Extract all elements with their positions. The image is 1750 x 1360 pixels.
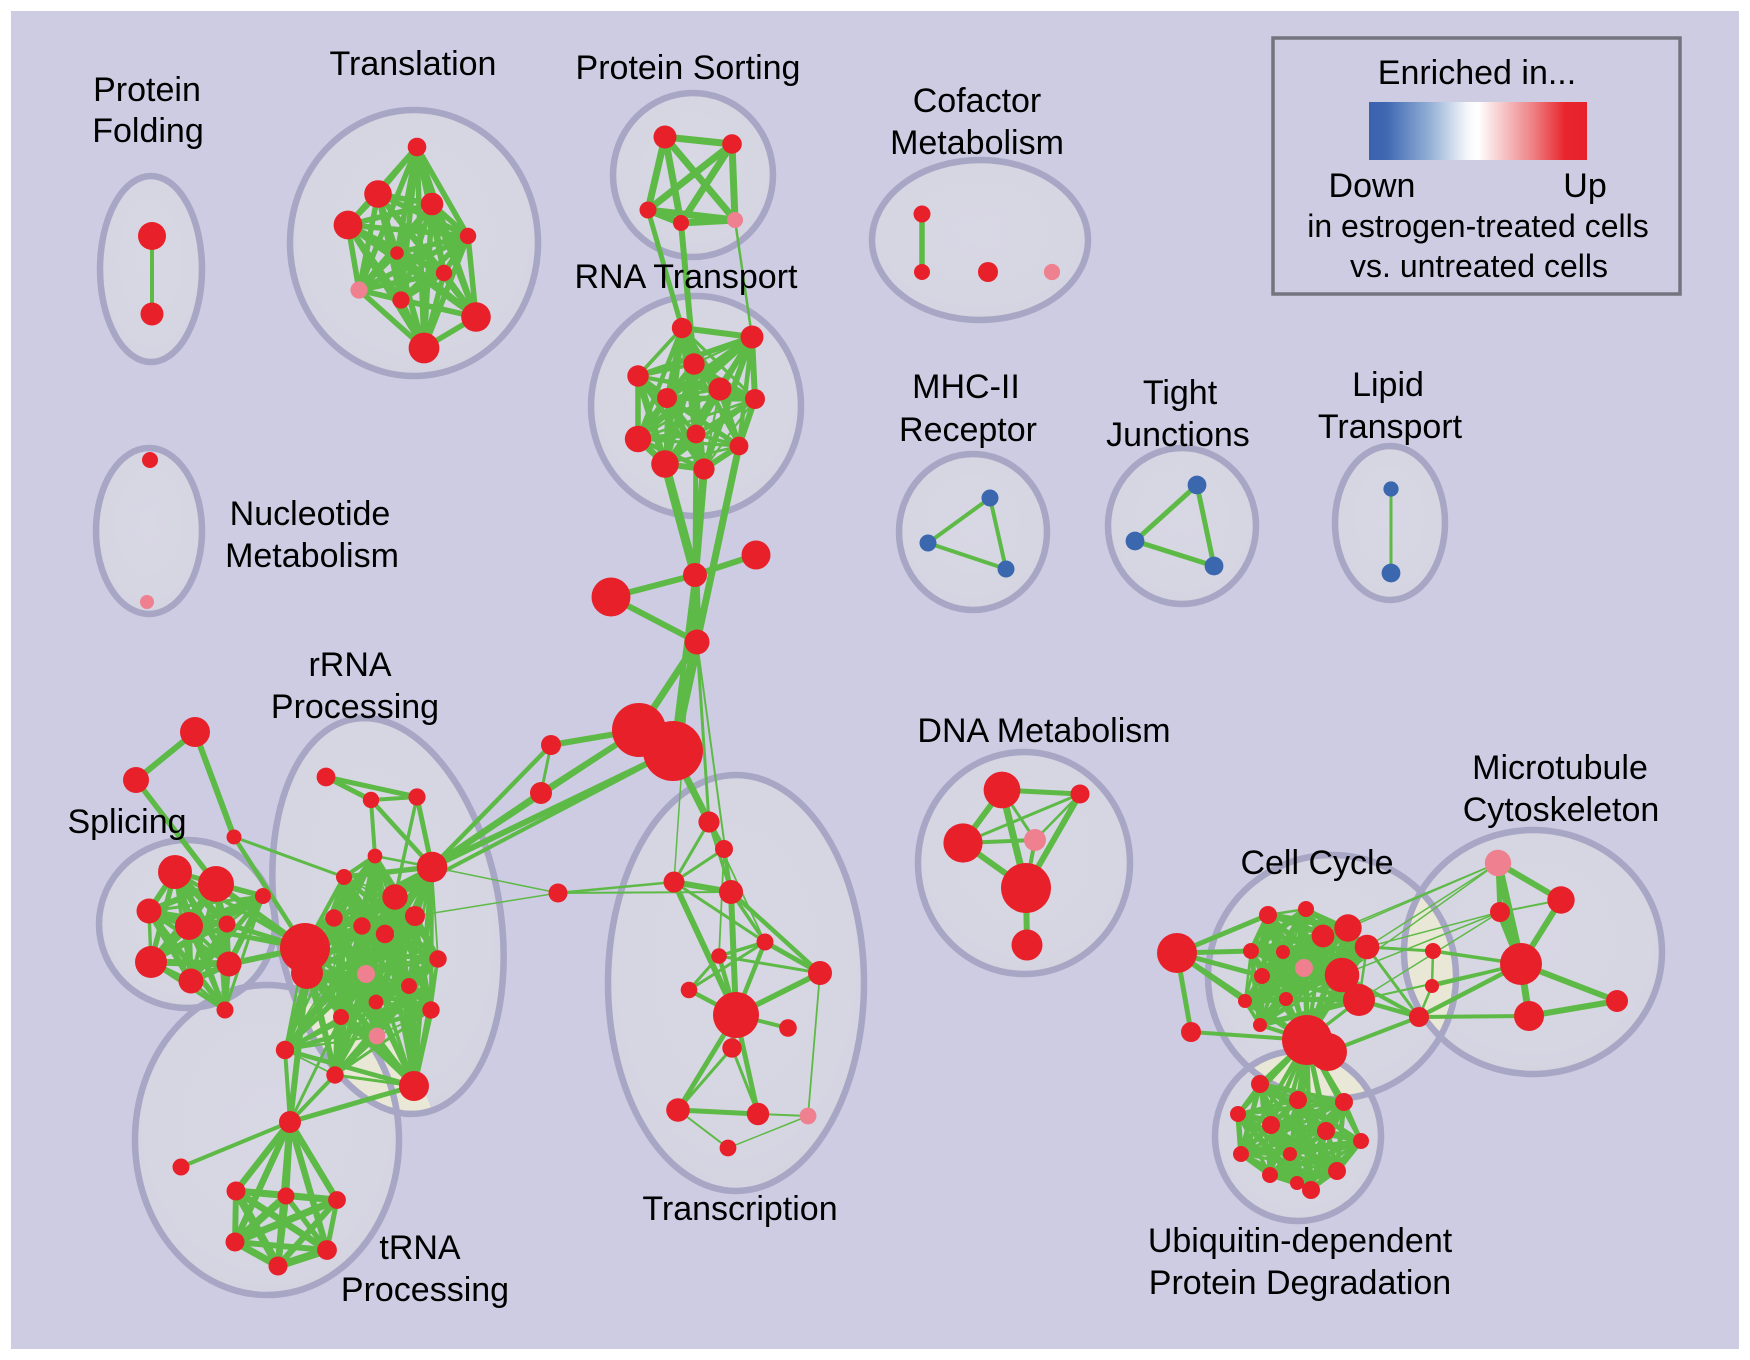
svg-text:Translation: Translation [330,45,497,83]
svg-text:in estrogen-treated cells: in estrogen-treated cells [1307,208,1649,244]
svg-text:Processing: Processing [341,1271,509,1309]
svg-text:Cell Cycle: Cell Cycle [1240,844,1393,882]
svg-text:MHC-II: MHC-II [912,368,1020,406]
svg-text:Folding: Folding [92,112,204,150]
svg-text:Protein Sorting: Protein Sorting [576,49,801,87]
svg-text:Metabolism: Metabolism [890,124,1064,162]
svg-text:Transport: Transport [1318,408,1463,446]
svg-text:Ubiquitin-dependent: Ubiquitin-dependent [1148,1222,1453,1260]
svg-text:tRNA: tRNA [379,1229,461,1267]
svg-text:Nucleotide: Nucleotide [230,495,391,533]
svg-text:Processing: Processing [271,688,439,726]
svg-text:Tight: Tight [1143,374,1218,412]
svg-text:Transcription: Transcription [642,1190,837,1228]
svg-text:Splicing: Splicing [67,803,186,841]
svg-text:Enriched in...: Enriched in... [1378,54,1576,92]
svg-text:vs. untreated cells: vs. untreated cells [1350,248,1608,284]
svg-text:rRNA: rRNA [308,646,391,684]
svg-text:Receptor: Receptor [899,411,1037,449]
svg-text:RNA Transport: RNA Transport [575,258,799,296]
svg-text:DNA Metabolism: DNA Metabolism [917,712,1170,750]
svg-text:Protein Degradation: Protein Degradation [1149,1264,1451,1302]
svg-text:Down: Down [1329,167,1416,205]
svg-text:Microtubule: Microtubule [1472,749,1648,787]
svg-text:Junctions: Junctions [1106,416,1250,454]
svg-text:Protein: Protein [93,71,201,109]
svg-text:Cytoskeleton: Cytoskeleton [1463,791,1660,829]
svg-text:Metabolism: Metabolism [225,537,399,575]
svg-text:Cofactor: Cofactor [913,82,1042,120]
svg-text:Lipid: Lipid [1352,366,1424,404]
svg-text:Up: Up [1563,167,1606,205]
